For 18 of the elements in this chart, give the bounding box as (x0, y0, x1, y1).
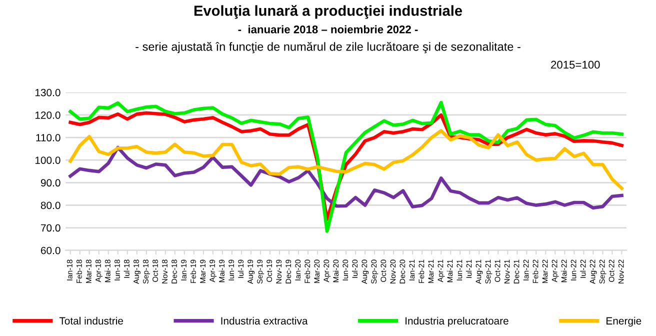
y-tick-label: 90.0 (40, 179, 60, 187)
line-series (68, 146, 624, 210)
legend-label: Total industrie (59, 316, 123, 325)
line-series (68, 100, 624, 233)
chart-title: Evoluţia lunară a producţiei industriale (194, 5, 462, 19)
y-tick-label: 100.0 (35, 156, 60, 164)
y-tick-label: 80.0 (40, 202, 60, 210)
legend-label: Industria prelucratoare (406, 316, 508, 327)
text: 2015=100 (551, 60, 600, 69)
y-tick-label: 70.0 (41, 224, 60, 232)
y-tick-label: 60.0 (40, 246, 60, 254)
chart-subtitle: - ianuarie 2018 – noiembrie 2022 - - serie ajustată în funcţie de numărul de zile lucrătoare şi de sezonalitate - (136, 25, 520, 54)
y-tick-label: 130.0 (35, 88, 60, 96)
legend-label: Energie (606, 316, 642, 327)
line-series (68, 129, 624, 190)
y-tick-label: 120.0 (35, 111, 60, 119)
y-tick-label: 110.0 (36, 134, 60, 142)
legend-label: Industria extractiva (221, 316, 308, 325)
